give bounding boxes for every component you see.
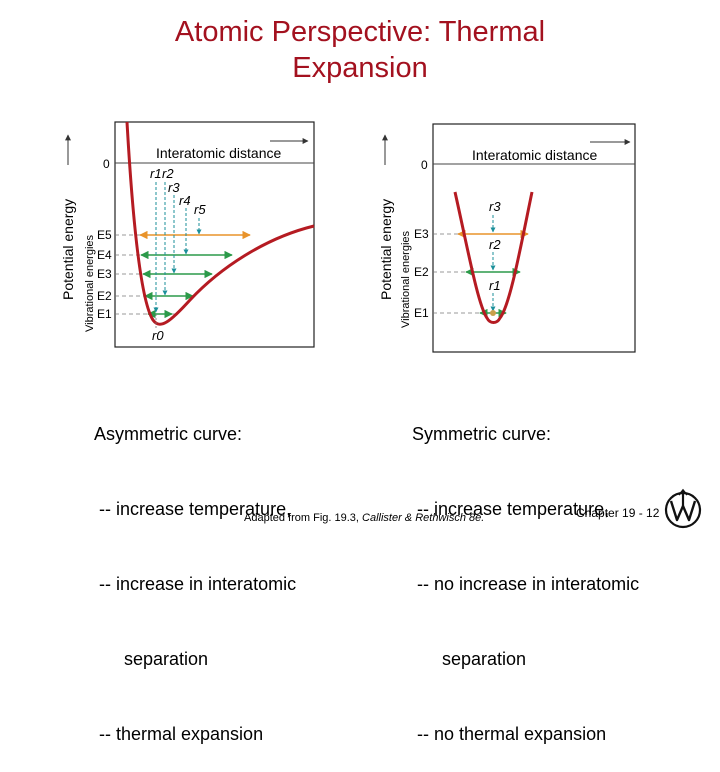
left-energy-labels: E5 E4 E3 E2 E1 [97, 228, 112, 321]
right-energy-label-e2: E2 [414, 265, 429, 279]
left-plot-frame [114, 121, 315, 348]
right-caption-line-2: -- increase temperature, [412, 499, 610, 519]
left-radius-label-r3: r3 [168, 180, 180, 195]
right-energy-labels: E3 E2 E1 [414, 227, 429, 320]
right-plot-frame [432, 123, 636, 353]
left-diagram: 0 Interatomic distance Potential energy … [60, 121, 315, 348]
right-secondary-label: Vibrational energies [400, 230, 412, 328]
left-zero-label: 0 [103, 157, 110, 171]
right-radius-label-r1: r1 [489, 278, 501, 293]
left-caption-line-4: separation [94, 649, 209, 669]
left-potential-curve [125, 121, 315, 326]
credit-italic: Callister & Rethwisch 8e. [362, 512, 485, 524]
right-radius-label-r2: r2 [489, 237, 501, 252]
right-radius-labels: r3 r2 r1 [489, 199, 501, 293]
left-energy-label-e3: E3 [97, 267, 112, 281]
publisher-logo [664, 488, 702, 529]
title-line-1: Atomic Perspective: Thermal [174, 16, 546, 48]
left-energy-label-e4: E4 [97, 248, 112, 262]
right-energy-label-e1: E1 [414, 306, 429, 320]
left-energy-label-e5: E5 [97, 228, 112, 242]
left-radius-label-r5: r5 [194, 202, 206, 217]
left-y-axis-label: Potential energy [60, 199, 76, 300]
left-caption: Asymmetric curve: -- increase temperatur… [94, 372, 296, 772]
chapter-page-number: Chapter 19 - 12 [576, 506, 660, 520]
left-energy-label-e2: E2 [97, 289, 112, 303]
left-x-axis-label: Interatomic distance [156, 145, 281, 161]
title-line-2: Expansion [292, 52, 428, 84]
right-potential-curve [453, 191, 534, 324]
right-caption-line-4: separation [412, 649, 527, 669]
left-caption-line-5: -- thermal expansion [94, 724, 264, 744]
right-equilibrium-dot [490, 310, 496, 316]
left-radius-label-r0: r0 [152, 328, 164, 343]
right-caption-line-1: Symmetric curve: [412, 424, 552, 444]
left-radius-label-r1: r1 [150, 166, 162, 181]
right-x-axis-label: Interatomic distance [472, 147, 597, 163]
left-secondary-label: Vibrational energies [84, 234, 96, 332]
slide-title: Atomic Perspective: Thermal Expansion [0, 14, 720, 86]
left-radius-label-r4: r4 [179, 193, 191, 208]
left-radius-arrows [153, 182, 202, 313]
left-caption-line-2: -- increase temperature, [94, 499, 292, 519]
right-energy-levels [433, 233, 485, 314]
right-zero-label: 0 [421, 158, 428, 172]
left-caption-line-3: -- increase in interatomic [94, 574, 297, 594]
figure-credit: Adapted from Fig. 19.3, Callister & Reth… [244, 512, 484, 524]
credit-prefix: Adapted from Fig. 19.3, [244, 512, 363, 524]
diagrams-canvas: 0 Interatomic distance Potential energy … [60, 121, 702, 529]
left-energy-label-e1: E1 [97, 307, 112, 321]
left-caption-line-1: Asymmetric curve: [94, 424, 243, 444]
right-y-axis-label: Potential energy [378, 199, 394, 300]
right-caption: Symmetric curve: -- increase temperature… [412, 372, 639, 772]
left-radius-label-r2: r2 [162, 166, 174, 181]
right-caption-line-3: -- no increase in interatomic [412, 574, 640, 594]
right-diagram: 0 Interatomic distance Potential energy … [378, 123, 636, 353]
right-radius-label-r3: r3 [489, 199, 501, 214]
right-energy-label-e3: E3 [414, 227, 429, 241]
left-radius-labels: r1 r2 r3 r4 r5 r0 [150, 166, 206, 343]
right-caption-line-5: -- no thermal expansion [412, 724, 607, 744]
